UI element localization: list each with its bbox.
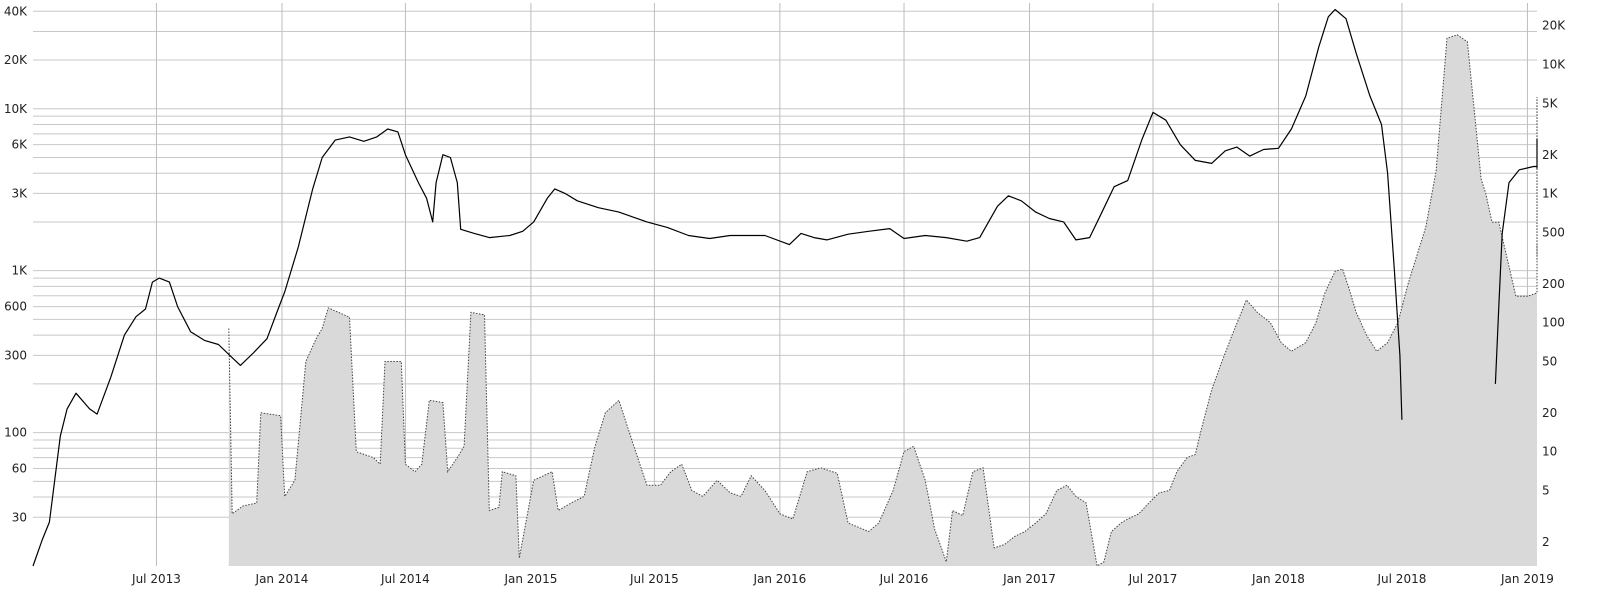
x-tick-label: Jan 2017 bbox=[1002, 572, 1056, 586]
line-series bbox=[32, 8, 1403, 567]
x-tick-label: Jul 2015 bbox=[629, 572, 679, 586]
x-tick-label: Jul 2016 bbox=[879, 572, 929, 586]
x-tick-label: Jul 2017 bbox=[1128, 572, 1178, 586]
y-left-tick-label: 600 bbox=[4, 300, 27, 314]
line-series bbox=[1494, 138, 1538, 384]
y-left-tick-label: 6K bbox=[11, 138, 28, 152]
y-right-tick-label: 500 bbox=[1542, 225, 1565, 239]
y-left-tick-label: 20K bbox=[4, 53, 28, 67]
x-tick-label: Jan 2016 bbox=[752, 572, 806, 586]
area-series-fill bbox=[228, 34, 1537, 567]
axis-layer: 30 60 100 300 600 1K 3K 6K 10K 20K 40K 2 5 10 20 50 100 2… bbox=[4, 4, 1566, 586]
y-left-tick-label: 100 bbox=[4, 426, 27, 440]
x-tick-label: Jan 2018 bbox=[1251, 572, 1305, 586]
y-right-tick-label: 2 bbox=[1542, 535, 1550, 549]
y-right-tick-label: 5K bbox=[1542, 96, 1559, 110]
line-layer bbox=[32, 8, 1538, 567]
x-tick-label: Jan 2014 bbox=[255, 572, 309, 586]
y-right-tick-label: 2K bbox=[1542, 148, 1559, 162]
y-right-tick-label: 10K bbox=[1542, 58, 1566, 72]
y-left-tick-label: 300 bbox=[4, 348, 27, 362]
y-right-tick-label: 100 bbox=[1542, 316, 1565, 330]
y-right-tick-label: 10 bbox=[1542, 445, 1557, 459]
y-right-tick-label: 200 bbox=[1542, 277, 1565, 291]
y-left-tick-label: 60 bbox=[12, 462, 27, 476]
y-left-tick-label: 1K bbox=[11, 264, 28, 278]
y-left-tick-label: 10K bbox=[4, 102, 28, 116]
x-tick-label: Jan 2019 bbox=[1500, 572, 1554, 586]
area-layer bbox=[228, 34, 1538, 567]
y-left-tick-label: 30 bbox=[12, 510, 27, 524]
y-right-tick-label: 20 bbox=[1542, 406, 1557, 420]
x-tick-label: Jul 2013 bbox=[131, 572, 181, 586]
x-tick-label: Jan 2015 bbox=[503, 572, 557, 586]
y-right-tick-label: 50 bbox=[1542, 354, 1557, 368]
x-tick-label: Jul 2018 bbox=[1377, 572, 1427, 586]
x-tick-label: Jul 2014 bbox=[380, 572, 430, 586]
y-right-tick-label: 20K bbox=[1542, 19, 1566, 33]
y-right-tick-label: 1K bbox=[1542, 187, 1559, 201]
y-left-tick-label: 3K bbox=[11, 186, 28, 200]
y-right-tick-label: 5 bbox=[1542, 484, 1550, 498]
y-left-tick-label: 40K bbox=[4, 4, 28, 18]
